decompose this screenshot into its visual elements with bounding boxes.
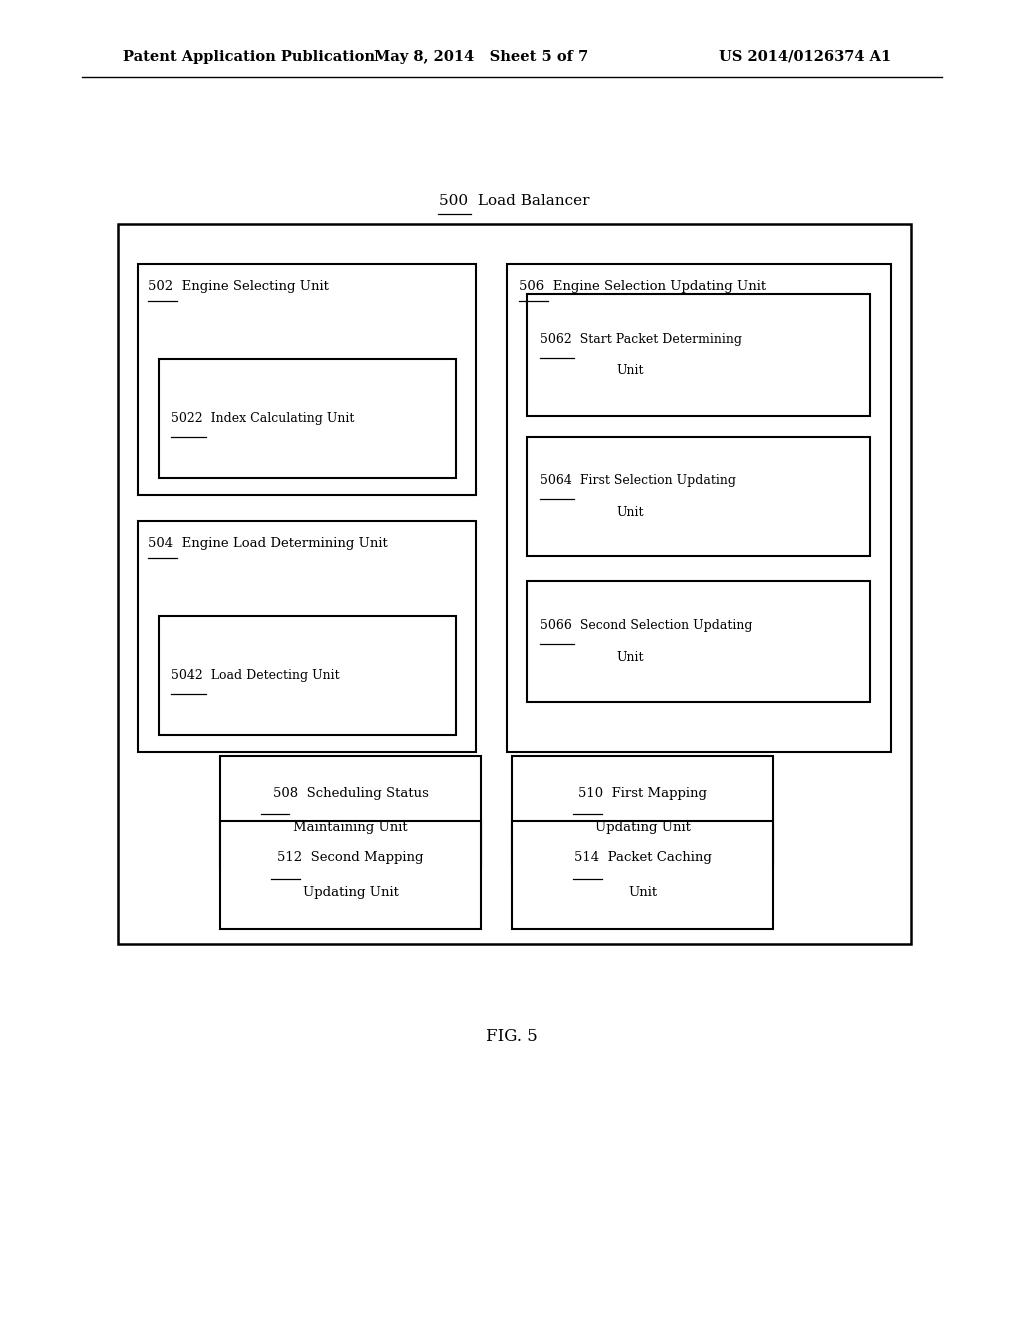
Bar	[507, 264, 891, 752]
Text: Updating Unit: Updating Unit	[595, 821, 690, 834]
Text: 5022  Index Calculating Unit: 5022 Index Calculating Unit	[171, 412, 354, 425]
Bar	[118, 224, 911, 944]
Bar	[138, 521, 476, 752]
Text: 502  Engine Selecting Unit: 502 Engine Selecting Unit	[148, 280, 330, 293]
Text: 508  Scheduling Status: 508 Scheduling Status	[272, 787, 429, 800]
Text: 5064  First Selection Updating: 5064 First Selection Updating	[540, 474, 735, 487]
Text: FIG. 5: FIG. 5	[486, 1028, 538, 1044]
Bar	[138, 264, 476, 495]
Text: Unit: Unit	[616, 364, 644, 378]
Bar	[527, 581, 870, 702]
Text: 500  Load Balancer: 500 Load Balancer	[439, 194, 590, 207]
Text: Maintaining Unit: Maintaining Unit	[294, 821, 408, 834]
Text: Unit: Unit	[616, 506, 644, 519]
Bar	[527, 437, 870, 556]
Text: 5066  Second Selection Updating: 5066 Second Selection Updating	[540, 619, 753, 632]
Text: Unit: Unit	[616, 651, 644, 664]
Text: May 8, 2014   Sheet 5 of 7: May 8, 2014 Sheet 5 of 7	[374, 50, 589, 63]
Text: 5062  Start Packet Determining: 5062 Start Packet Determining	[540, 333, 741, 346]
Text: 504  Engine Load Determining Unit: 504 Engine Load Determining Unit	[148, 537, 388, 550]
Text: 512  Second Mapping: 512 Second Mapping	[278, 851, 424, 865]
Text: 5042  Load Detecting Unit: 5042 Load Detecting Unit	[171, 669, 340, 682]
Text: US 2014/0126374 A1: US 2014/0126374 A1	[719, 50, 891, 63]
Bar	[159, 616, 456, 735]
Text: 506  Engine Selection Updating Unit: 506 Engine Selection Updating Unit	[519, 280, 766, 293]
Bar	[527, 294, 870, 416]
Bar	[159, 359, 456, 478]
Text: 510  First Mapping: 510 First Mapping	[579, 787, 707, 800]
Text: Unit: Unit	[628, 886, 657, 899]
Bar	[512, 821, 773, 929]
Bar	[220, 756, 481, 865]
Text: 514  Packet Caching: 514 Packet Caching	[573, 851, 712, 865]
Bar	[220, 821, 481, 929]
Bar	[512, 756, 773, 865]
Text: Updating Unit: Updating Unit	[303, 886, 398, 899]
Text: Patent Application Publication: Patent Application Publication	[123, 50, 375, 63]
